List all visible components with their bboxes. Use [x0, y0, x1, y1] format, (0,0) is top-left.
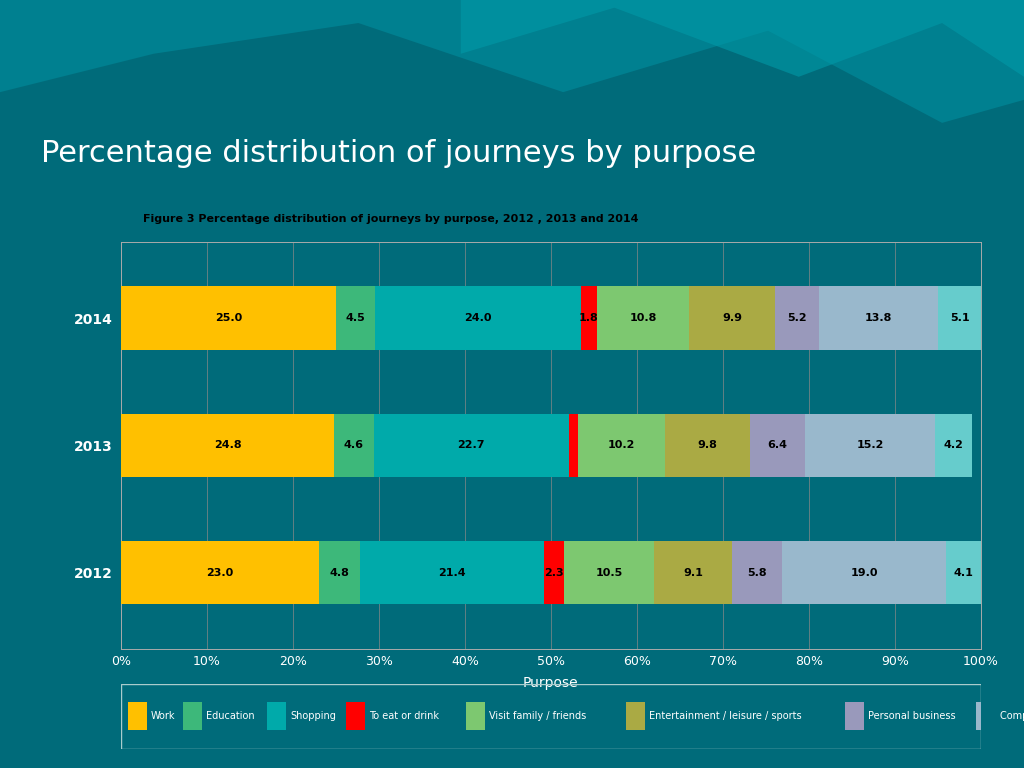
Text: 2.3: 2.3	[544, 568, 564, 578]
Bar	[805, 414, 935, 477]
Text: 4.8: 4.8	[330, 568, 349, 578]
Text: 15.2: 15.2	[856, 440, 884, 451]
X-axis label: Purpose: Purpose	[523, 676, 579, 690]
Bar	[626, 703, 645, 730]
Text: To eat or drink: To eat or drink	[370, 711, 439, 721]
Text: 9.8: 9.8	[697, 440, 718, 451]
Text: Visit family / friends: Visit family / friends	[488, 711, 586, 721]
Bar	[183, 703, 202, 730]
Bar	[121, 541, 318, 604]
Bar	[819, 286, 938, 350]
Bar	[128, 703, 146, 730]
Bar	[654, 541, 732, 604]
Bar	[544, 541, 564, 604]
Polygon shape	[461, 0, 1024, 77]
Bar	[121, 414, 334, 477]
Polygon shape	[0, 0, 1024, 123]
Bar	[569, 414, 578, 477]
Bar	[334, 414, 374, 477]
Text: 4.1: 4.1	[953, 568, 973, 578]
Text: 19.0: 19.0	[850, 568, 878, 578]
Text: 6.4: 6.4	[767, 440, 787, 451]
Text: Companion / escort journey: Companion / escort journey	[999, 711, 1024, 721]
Bar	[597, 286, 689, 350]
Text: 25.0: 25.0	[215, 313, 242, 323]
Text: Education: Education	[206, 711, 255, 721]
Bar	[946, 541, 981, 604]
Bar	[121, 286, 336, 350]
Text: Shopping: Shopping	[291, 711, 337, 721]
Text: 4.2: 4.2	[943, 440, 964, 451]
Text: 5.1: 5.1	[950, 313, 970, 323]
Bar	[374, 414, 569, 477]
Text: 10.5: 10.5	[595, 568, 623, 578]
Bar	[845, 703, 864, 730]
Bar	[466, 703, 484, 730]
Text: 23.0: 23.0	[206, 568, 233, 578]
Bar	[581, 286, 597, 350]
Text: Personal business: Personal business	[868, 711, 956, 721]
Bar	[976, 703, 995, 730]
Bar	[375, 286, 581, 350]
Bar	[935, 414, 972, 477]
Text: 4.6: 4.6	[344, 440, 364, 451]
Text: 10.2: 10.2	[608, 440, 635, 451]
Text: 22.7: 22.7	[458, 440, 485, 451]
Bar	[336, 286, 375, 350]
Bar	[267, 703, 287, 730]
Bar	[750, 414, 805, 477]
Text: Figure 3 Percentage distribution of journeys by purpose, 2012 , 2013 and 2014: Figure 3 Percentage distribution of jour…	[143, 214, 639, 224]
Bar	[578, 414, 666, 477]
Text: 21.4: 21.4	[438, 568, 466, 578]
Text: 13.8: 13.8	[865, 313, 892, 323]
Bar	[564, 541, 654, 604]
Text: Entertainment / leisure / sports: Entertainment / leisure / sports	[649, 711, 802, 721]
Bar	[360, 541, 544, 604]
Text: 5.8: 5.8	[748, 568, 767, 578]
Bar	[782, 541, 946, 604]
Bar	[774, 286, 819, 350]
Bar	[938, 286, 982, 350]
Text: 1.8: 1.8	[579, 313, 599, 323]
Text: 9.9: 9.9	[722, 313, 742, 323]
Bar	[318, 541, 360, 604]
Text: Percentage distribution of journeys by purpose: Percentage distribution of journeys by p…	[41, 139, 756, 168]
Text: 24.8: 24.8	[214, 440, 242, 451]
Text: 10.8: 10.8	[630, 313, 656, 323]
Text: 24.0: 24.0	[464, 313, 492, 323]
Bar	[732, 541, 782, 604]
Bar	[346, 703, 365, 730]
Bar	[689, 286, 774, 350]
Text: Work: Work	[151, 711, 175, 721]
Text: 5.2: 5.2	[787, 313, 807, 323]
Bar	[666, 414, 750, 477]
Text: 9.1: 9.1	[683, 568, 703, 578]
Text: 4.5: 4.5	[345, 313, 366, 323]
